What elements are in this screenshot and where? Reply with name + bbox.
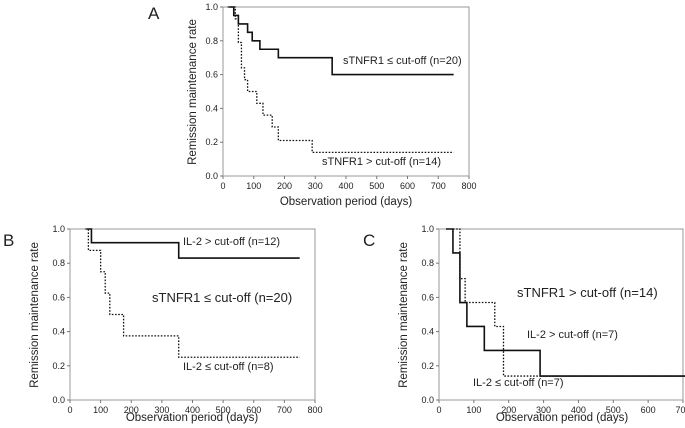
series-label: IL-2 ≤ cut-off (n=8)	[183, 361, 274, 373]
panel-letter: A	[148, 4, 160, 23]
x-tick-label: 300	[154, 405, 169, 415]
y-tick-label: 0.0	[421, 395, 434, 405]
series-label: sTNFR1 > cut-off (n=14)	[322, 156, 441, 168]
y-tick-label: 0.2	[421, 361, 434, 371]
chart-panel-c: C 0 100 200 300 400 500 600 700 0.0 0.2 0.4 0.6 0.8 1.…	[363, 224, 685, 424]
y-tick-label: 0.6	[421, 292, 434, 302]
y-tick-label: 0.6	[205, 70, 218, 80]
chart-panel-b: B 0 100 200 300 400 500 600 700 800 0.0 0.2 0.4 0.6 0.…	[3, 224, 323, 424]
x-tick-label: 200	[501, 405, 516, 415]
series-label: IL-2 > cut-off (n=12)	[183, 236, 280, 248]
y-tick-label: 0.8	[52, 258, 65, 268]
y-tick-label: 0.2	[205, 137, 218, 147]
y-tick-label: 0.4	[52, 327, 65, 337]
x-tick-label: 800	[307, 405, 322, 415]
x-tick-label: 400	[185, 405, 200, 415]
y-tick-label: 1.0	[205, 2, 218, 12]
x-tick-label: 0	[436, 405, 441, 415]
x-tick-label: 200	[124, 405, 139, 415]
series-label: IL-2 > cut-off (n=7)	[527, 329, 618, 341]
group-annotation: sTNFR1 > cut-off (n=14)	[517, 285, 658, 300]
x-tick-label: 300	[536, 405, 551, 415]
y-axis-title: Remission maintenance rate	[187, 19, 199, 165]
panel-letter: C	[363, 231, 375, 250]
x-tick-label: 500	[216, 405, 231, 415]
y-tick-label: 0.0	[52, 395, 65, 405]
x-tick-label: 700	[675, 405, 685, 415]
series-line-solid	[445, 228, 685, 377]
series-line-dotted	[227, 6, 454, 153]
x-tick-label: 100	[93, 405, 108, 415]
x-tick-label: 700	[431, 181, 446, 191]
y-tick-label: 0.0	[205, 171, 218, 181]
series-label: sTNFR1 ≤ cut-off (n=20)	[343, 55, 462, 67]
panel-letter: B	[3, 231, 14, 250]
x-axis-title: Observation period (days)	[280, 196, 412, 208]
y-axis-title: Remission maintenance rate	[398, 242, 410, 388]
chart-panel-a: A 0 100 200 300 400 500 600 700 800 0.0 0.2 0.4 0.6 0.…	[148, 2, 477, 208]
x-tick-label: 600	[641, 405, 656, 415]
x-tick-label: 600	[400, 181, 415, 191]
y-axis-title: Remission maintenance rate	[29, 242, 41, 388]
x-tick-label: 600	[246, 405, 261, 415]
plot-frame	[222, 6, 470, 177]
x-axis-title: Observation period (days)	[126, 412, 258, 424]
series-line-solid	[86, 228, 300, 259]
y-tick-label: 0.6	[52, 292, 65, 302]
group-annotation: sTNFR1 ≤ cut-off (n=20)	[152, 290, 292, 305]
series-line-solid	[229, 6, 454, 76]
x-tick-label: 500	[369, 181, 384, 191]
y-tick-label: 0.8	[205, 36, 218, 46]
x-tick-label: 500	[606, 405, 621, 415]
x-tick-label: 300	[308, 181, 323, 191]
y-tick-label: 0.2	[52, 361, 65, 371]
series-label: IL-2 ≤ cut-off (n=7)	[473, 377, 564, 389]
plot-frame	[438, 228, 684, 401]
y-tick-label: 0.4	[421, 327, 434, 337]
y-tick-label: 0.4	[205, 103, 218, 113]
y-tick-label: 1.0	[52, 224, 65, 234]
x-axis-title: Observation period (days)	[496, 412, 628, 424]
series-line-dotted	[85, 228, 300, 358]
plot-frame	[69, 228, 316, 401]
x-tick-label: 100	[246, 181, 261, 191]
x-tick-label: 100	[466, 405, 481, 415]
x-tick-label: 400	[338, 181, 353, 191]
x-tick-label: 200	[277, 181, 292, 191]
x-tick-label: 800	[461, 181, 476, 191]
x-tick-label: 700	[277, 405, 292, 415]
y-tick-label: 1.0	[421, 224, 434, 234]
x-tick-label: 0	[67, 405, 72, 415]
y-tick-label: 0.8	[421, 258, 434, 268]
x-tick-label: 0	[220, 181, 225, 191]
series-line-dotted	[452, 228, 685, 377]
x-tick-label: 400	[571, 405, 586, 415]
